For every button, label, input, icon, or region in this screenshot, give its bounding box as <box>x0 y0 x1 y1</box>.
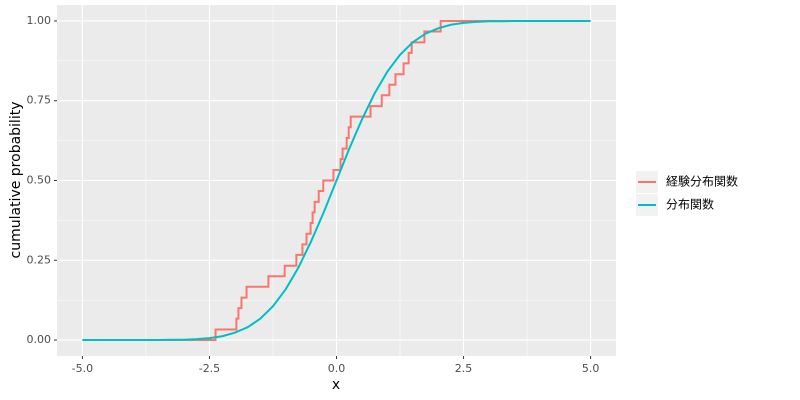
x-axis-title: x <box>332 377 340 393</box>
y-axis-title: cumulative probability <box>8 102 24 259</box>
y-tick-label: 0.25 <box>27 253 52 266</box>
x-tick-label: -2.5 <box>199 362 220 375</box>
y-tick-label: 0.50 <box>27 174 52 187</box>
x-tick-label: -5.0 <box>72 362 93 375</box>
y-tick-label: 0.00 <box>27 333 52 346</box>
y-tick-label: 0.75 <box>27 94 52 107</box>
legend-label: 経験分布関数 <box>666 174 738 189</box>
legend-label: 分布関数 <box>666 197 714 212</box>
y-tick-label: 1.00 <box>27 14 52 27</box>
series-line <box>82 19 591 342</box>
x-tick-label: 2.5 <box>455 362 473 375</box>
x-tick-label: 0.0 <box>328 362 346 375</box>
series-line <box>82 19 591 342</box>
x-tick-label: 5.0 <box>582 362 600 375</box>
